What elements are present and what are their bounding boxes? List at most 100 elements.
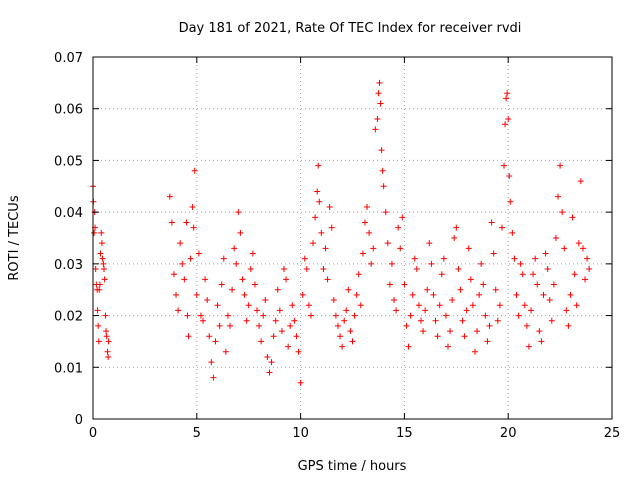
y-axis-label: ROTI / TECUs <box>7 195 22 280</box>
y-tick-label: 0.04 <box>54 206 83 221</box>
data-point <box>247 266 254 273</box>
data-point <box>442 312 449 319</box>
data-point <box>444 343 451 350</box>
data-point <box>233 260 240 267</box>
data-point <box>501 162 508 169</box>
y-tick-label: 0.01 <box>54 361 83 376</box>
data-point <box>229 286 236 293</box>
data-point <box>507 198 514 205</box>
data-point <box>478 260 485 267</box>
data-point <box>204 297 211 304</box>
data-point <box>376 79 383 86</box>
data-point <box>105 353 112 360</box>
data-point <box>403 322 410 329</box>
x-tick-label: 20 <box>500 426 517 441</box>
data-point <box>241 291 248 298</box>
x-tick-label: 5 <box>193 426 201 441</box>
data-point <box>330 297 337 304</box>
data-point <box>380 183 387 190</box>
data-point <box>341 317 348 324</box>
data-point <box>254 307 261 314</box>
data-point <box>98 240 105 247</box>
y-tick-label: 0.06 <box>54 103 83 118</box>
data-point <box>418 317 425 324</box>
data-point <box>206 333 213 340</box>
data-point <box>285 343 292 350</box>
data-point <box>504 90 511 97</box>
data-point <box>181 276 188 283</box>
data-point <box>544 266 551 273</box>
data-point <box>355 271 362 278</box>
data-point <box>550 281 557 288</box>
data-point <box>357 302 364 309</box>
data-point <box>374 116 381 123</box>
data-point <box>94 307 101 314</box>
data-point <box>536 328 543 335</box>
x-tick-label: 15 <box>396 426 413 441</box>
x-tick-label: 0 <box>89 426 97 441</box>
data-point <box>496 302 503 309</box>
data-point <box>388 260 395 267</box>
data-point <box>459 317 466 324</box>
data-point <box>399 214 406 221</box>
data-point <box>258 338 265 345</box>
data-point <box>482 312 489 319</box>
data-point <box>104 348 111 355</box>
data-point <box>480 281 487 288</box>
data-point <box>262 297 269 304</box>
data-point <box>424 286 431 293</box>
data-point <box>584 255 591 262</box>
grid <box>93 57 612 419</box>
axis-ticks: 0 5 10 15 20 25 0 0.01 0.02 0.03 0.04 0.05 0.06 0.07 <box>54 51 620 441</box>
data-point <box>195 250 202 257</box>
data-point <box>314 188 321 195</box>
data-point <box>326 203 333 210</box>
data-point <box>293 333 300 340</box>
data-point <box>301 255 308 262</box>
data-point <box>393 307 400 314</box>
plot-frame <box>92 56 613 420</box>
data-point <box>283 276 290 283</box>
data-point <box>183 219 190 226</box>
data-point <box>528 307 535 314</box>
data-point <box>266 369 273 376</box>
data-point <box>353 291 360 298</box>
data-point <box>315 162 322 169</box>
data-point <box>98 229 105 236</box>
data-point <box>251 281 258 288</box>
data-point <box>490 250 497 257</box>
data-point <box>447 328 454 335</box>
data-point <box>96 286 103 293</box>
data-point <box>469 302 476 309</box>
data-point <box>359 250 366 257</box>
data-point <box>494 317 501 324</box>
data-point <box>384 240 391 247</box>
data-point <box>184 312 191 319</box>
data-point <box>513 291 520 298</box>
data-point <box>471 348 478 355</box>
data-point <box>561 245 568 252</box>
data-point <box>409 291 416 298</box>
data-point <box>105 338 112 345</box>
data-point <box>411 255 418 262</box>
data-point <box>303 266 310 273</box>
data-point <box>295 348 302 355</box>
data-point <box>415 302 422 309</box>
data-point <box>316 198 323 205</box>
data-point <box>237 229 244 236</box>
data-point <box>461 333 468 340</box>
data-point <box>166 193 173 200</box>
data-point <box>375 90 382 97</box>
data-point <box>377 100 384 107</box>
data-point <box>534 281 541 288</box>
data-point <box>334 322 341 329</box>
data-point <box>210 374 217 381</box>
data-point <box>239 276 246 283</box>
data-point <box>175 307 182 314</box>
data-point <box>525 343 532 350</box>
data-point <box>102 312 109 319</box>
data-point <box>366 229 373 236</box>
data-point <box>324 276 331 283</box>
data-point <box>202 276 209 283</box>
